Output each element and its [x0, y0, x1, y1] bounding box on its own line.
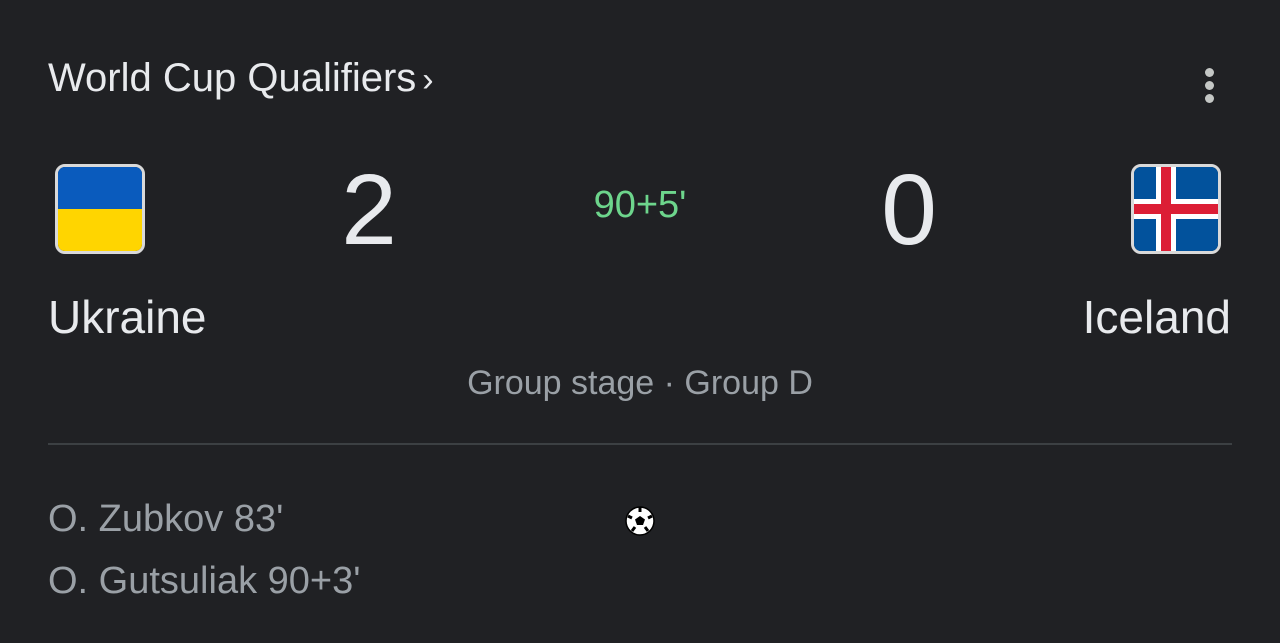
away-score: 0 [881, 154, 937, 266]
soccer-ball-icon [625, 506, 655, 536]
home-score: 2 [341, 154, 397, 266]
more-options-button[interactable] [1196, 64, 1226, 108]
competition-title: World Cup Qualifiers [48, 56, 417, 100]
home-team-name[interactable]: Ukraine [48, 291, 207, 343]
more-vert-icon [1205, 68, 1214, 77]
chevron-right-icon: › [422, 61, 434, 99]
competition-link[interactable]: World Cup Qualifiers › [48, 56, 434, 101]
ukraine-flag-icon[interactable] [55, 164, 145, 254]
more-vert-icon [1205, 81, 1214, 90]
match-clock: 90+5' [593, 184, 687, 226]
goal-scorer: O. Gutsuliak 90+3' [48, 560, 361, 602]
match-stage: Group stage · Group D [467, 364, 813, 402]
iceland-flag-icon[interactable] [1131, 164, 1221, 254]
away-team-name[interactable]: Iceland [1082, 291, 1231, 343]
divider [48, 443, 1232, 445]
goal-scorer: O. Zubkov 83' [48, 498, 284, 540]
more-vert-icon [1205, 94, 1214, 103]
